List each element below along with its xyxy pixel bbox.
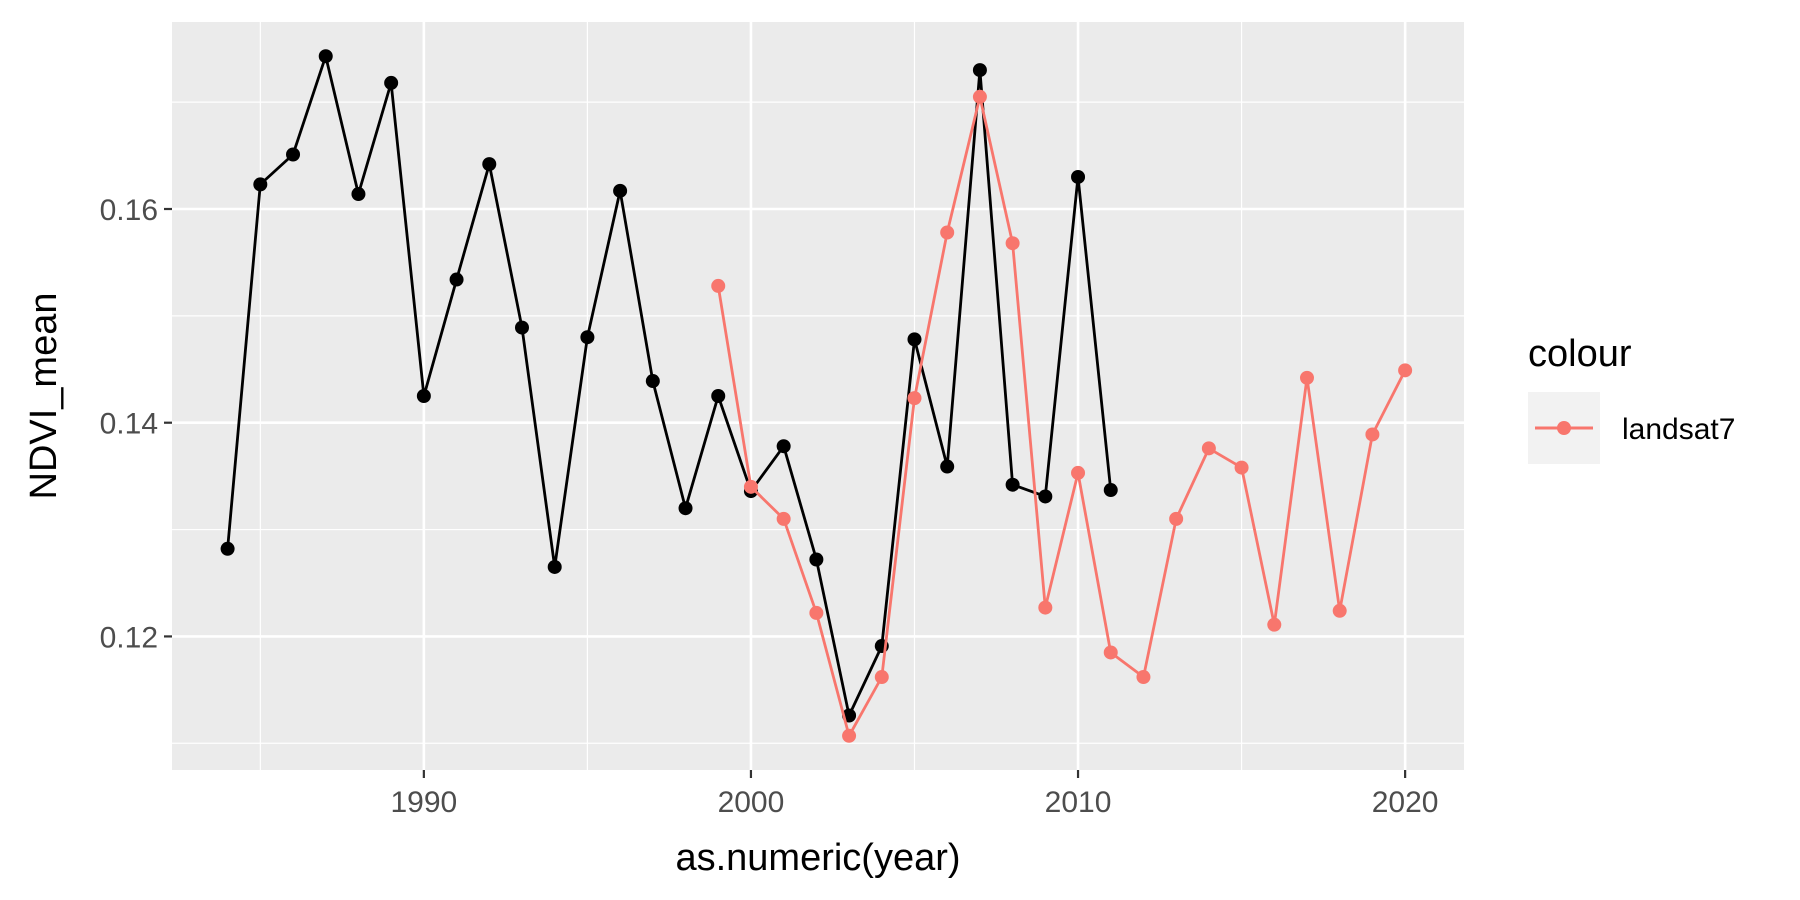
landsat5-line (226, 54, 1113, 717)
landsat7-point (940, 225, 955, 240)
landsat5-point (514, 320, 529, 335)
landsat7-line (716, 95, 1407, 738)
plot-panel (172, 22, 1464, 770)
landsat5-point (416, 389, 431, 403)
landsat7-point (907, 391, 922, 406)
landsat5-point (384, 75, 399, 90)
landsat5-point (286, 147, 301, 162)
legend: colour landsat7 (1528, 333, 1735, 464)
landsat5-point (940, 459, 955, 474)
landsat7-point (743, 479, 758, 494)
landsat5-point (220, 541, 235, 556)
landsat5-point (613, 183, 628, 198)
landsat5-point (449, 272, 464, 287)
legend-label-landsat7: landsat7 (1622, 413, 1735, 446)
landsat5-point (1005, 477, 1020, 492)
landsat7-point (1267, 617, 1282, 632)
landsat7-point (1169, 511, 1184, 526)
x-tick-label: 2000 (718, 786, 785, 819)
landsat5-point (1071, 169, 1086, 184)
landsat5-point (351, 187, 366, 202)
landsat5-point (711, 389, 726, 403)
landsat7-point (972, 89, 987, 104)
landsat5-point (1103, 483, 1118, 498)
y-axis: 0.12 0.14 0.16 (100, 194, 172, 654)
series-landsat5 (220, 49, 1118, 723)
landsat5-point (580, 330, 595, 345)
landsat7-point (1234, 460, 1249, 475)
major-gridlines (172, 22, 1464, 770)
landsat7-point (1136, 670, 1151, 685)
landsat7-point (1299, 370, 1314, 385)
legend-title: colour (1528, 333, 1632, 375)
series-landsat7 (711, 89, 1413, 743)
legend-key-point (1557, 421, 1571, 435)
landsat7-point (1365, 427, 1380, 442)
landsat7-point (1071, 465, 1086, 480)
x-tick-label: 2010 (1045, 786, 1112, 819)
landsat7-point (1005, 236, 1020, 251)
y-tick-label: 0.14 (100, 408, 158, 441)
x-axis-title: as.numeric(year) (675, 837, 960, 879)
y-tick-label: 0.12 (100, 621, 158, 654)
landsat5-point (318, 49, 333, 64)
landsat5-point (547, 559, 562, 574)
landsat5-point (482, 157, 497, 172)
landsat7-point (1038, 600, 1053, 615)
y-axis-title: NDVI_mean (23, 293, 65, 500)
x-tick-label: 2020 (1372, 786, 1439, 819)
x-axis: 1990 2000 2010 2020 (390, 770, 1438, 819)
landsat5-point (1038, 489, 1053, 504)
landsat7-point (809, 605, 824, 620)
y-tick-label: 0.16 (100, 194, 158, 227)
landsat7-point (776, 511, 791, 526)
landsat7-point (1398, 363, 1413, 378)
landsat7-point (1332, 603, 1347, 618)
landsat5-point (972, 63, 987, 78)
landsat7-point (874, 670, 889, 685)
landsat5-point (907, 332, 922, 347)
landsat5-point (809, 552, 824, 567)
landsat5-point (253, 177, 268, 192)
landsat5-point (776, 439, 791, 454)
landsat5-point (678, 501, 693, 516)
minor-gridlines (172, 22, 1464, 770)
data-series (220, 49, 1413, 743)
landsat7-point (1201, 441, 1216, 456)
landsat5-point (645, 374, 660, 389)
landsat7-point (711, 278, 726, 293)
landsat7-point (1103, 645, 1118, 660)
landsat7-point (842, 728, 857, 743)
x-tick-label: 1990 (390, 786, 457, 819)
